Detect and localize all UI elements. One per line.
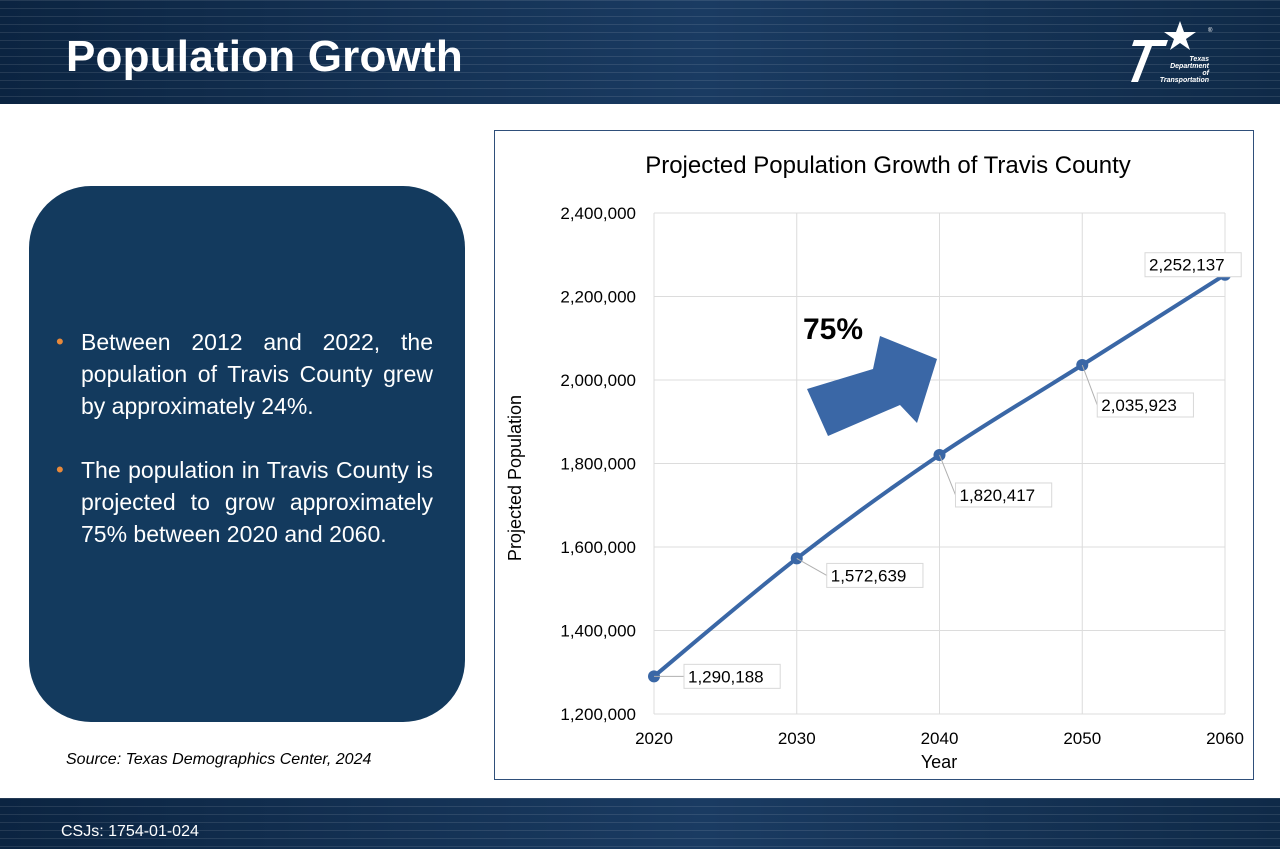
- growth-arrow-icon: [807, 336, 937, 436]
- bullet-item: • The population in Travis County is proj…: [56, 454, 433, 550]
- data-label-box: [1096, 392, 1194, 418]
- data-label: 2,035,923: [1101, 396, 1177, 415]
- summary-box: • Between 2012 and 2022, the population o…: [29, 186, 465, 722]
- y-tick-label: 1,600,000: [560, 538, 636, 557]
- data-label: 1,290,188: [688, 667, 764, 686]
- x-tick-label: 2040: [921, 729, 959, 748]
- data-label-box: [826, 562, 924, 588]
- footer-band: [0, 798, 1280, 849]
- y-tick-label: 2,200,000: [560, 288, 636, 307]
- bullet-marker: •: [56, 329, 64, 354]
- chart-title: Projected Population Growth of Travis Co…: [645, 152, 1131, 179]
- growth-annotation: 75%: [803, 313, 863, 346]
- source-note: Source: Texas Demographics Center, 2024: [66, 751, 372, 768]
- data-label: 1,820,417: [960, 486, 1036, 505]
- x-tick-label: 2030: [778, 729, 816, 748]
- data-label-box: [955, 482, 1053, 508]
- bullet-item: • Between 2012 and 2022, the population o…: [56, 326, 433, 422]
- y-tick-label: 1,800,000: [560, 455, 636, 474]
- chart-frame: Projected Population Growth of Travis Co…: [494, 130, 1254, 780]
- y-tick-label: 1,400,000: [560, 622, 636, 641]
- leader-line: [796, 557, 827, 576]
- data-point: [1076, 359, 1089, 372]
- data-label: 2,252,137: [1149, 256, 1225, 275]
- x-tick-label: 2060: [1206, 729, 1244, 748]
- bullet-text: Between 2012 and 2022, the population of…: [81, 329, 433, 419]
- logo-line-3: of Transportation: [1159, 70, 1209, 84]
- leader-line: [1081, 364, 1098, 406]
- x-axis-label: Year: [921, 752, 957, 772]
- csj-number: CSJs: 1754-01-024: [61, 823, 199, 840]
- bullet-marker: •: [56, 457, 64, 482]
- y-axis-label: Projected Population: [505, 395, 525, 561]
- y-tick-label: 1,200,000: [560, 705, 636, 724]
- data-label: 1,572,639: [831, 566, 907, 585]
- svg-text:®: ®: [1208, 27, 1213, 34]
- txdot-logo-icon: ®: [1131, 21, 1213, 82]
- header-band: [0, 0, 1280, 104]
- x-tick-label: 2050: [1063, 729, 1101, 748]
- population-chart: Projected Population Growth of Travis Co…: [505, 152, 1244, 772]
- leader-line: [939, 454, 956, 496]
- data-label-box: [1144, 252, 1242, 278]
- data-label-box: [683, 663, 781, 689]
- x-tick-label: 2020: [635, 729, 673, 748]
- bullet-list: • Between 2012 and 2022, the population o…: [56, 326, 433, 582]
- txdot-logo: ® Texas Department of Transportation: [1128, 18, 1220, 84]
- logo-line-1: Texas: [1189, 56, 1209, 63]
- bullet-text: The population in Travis County is proje…: [81, 457, 433, 547]
- logo-line-2: Department: [1170, 63, 1209, 70]
- y-tick-label: 2,400,000: [560, 204, 636, 223]
- y-tick-label: 2,000,000: [560, 371, 636, 390]
- slide-title: Population Growth: [66, 32, 463, 81]
